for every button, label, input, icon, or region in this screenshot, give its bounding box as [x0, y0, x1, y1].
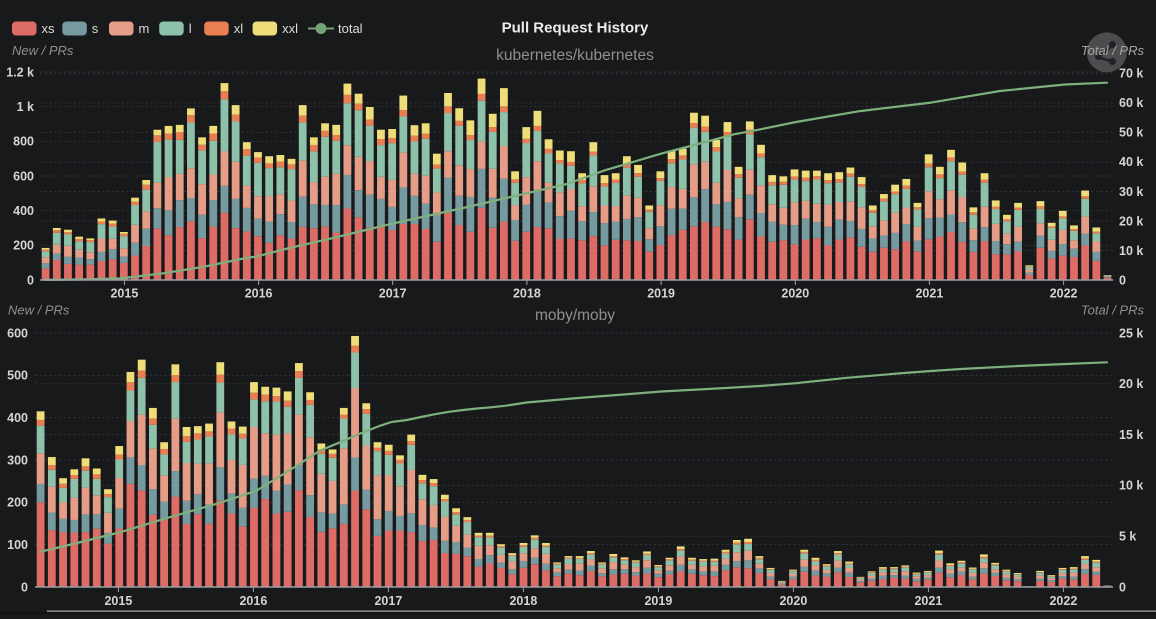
svg-text:400: 400	[13, 204, 34, 218]
svg-text:2018: 2018	[509, 594, 537, 608]
svg-text:2015: 2015	[104, 594, 132, 608]
svg-text:10 k: 10 k	[1119, 479, 1143, 493]
svg-text:New / PRs: New / PRs	[8, 303, 70, 318]
svg-text:Total / PRs: Total / PRs	[1081, 303, 1145, 318]
svg-text:500: 500	[7, 369, 28, 383]
svg-text:moby/moby: moby/moby	[535, 307, 615, 324]
svg-text:40 k: 40 k	[1119, 155, 1143, 169]
svg-text:2015: 2015	[110, 287, 138, 301]
svg-text:2016: 2016	[239, 594, 267, 608]
svg-text:50 k: 50 k	[1119, 126, 1143, 140]
svg-text:2018: 2018	[513, 287, 541, 301]
svg-text:800: 800	[13, 135, 34, 149]
svg-text:m: m	[139, 21, 150, 36]
svg-text:600: 600	[13, 169, 34, 183]
svg-text:0: 0	[1119, 273, 1126, 287]
svg-text:total: total	[338, 21, 363, 36]
svg-text:200: 200	[13, 239, 34, 253]
svg-text:200: 200	[7, 496, 28, 510]
svg-text:xs: xs	[42, 21, 56, 36]
svg-text:2022: 2022	[1049, 594, 1077, 608]
svg-text:60 k: 60 k	[1119, 96, 1143, 110]
svg-text:0: 0	[27, 273, 34, 287]
svg-text:2019: 2019	[644, 594, 672, 608]
svg-text:20 k: 20 k	[1119, 214, 1143, 228]
svg-text:0: 0	[1119, 580, 1126, 594]
svg-text:2017: 2017	[379, 287, 407, 301]
svg-text:2017: 2017	[374, 594, 402, 608]
svg-text:2019: 2019	[647, 287, 675, 301]
svg-text:20 k: 20 k	[1119, 377, 1143, 391]
svg-text:1 k: 1 k	[17, 100, 34, 114]
svg-text:100: 100	[7, 538, 28, 552]
svg-text:xl: xl	[234, 21, 244, 36]
svg-text:kubernetes/kubernetes: kubernetes/kubernetes	[496, 47, 654, 64]
svg-text:30 k: 30 k	[1119, 185, 1143, 199]
svg-text:600: 600	[7, 326, 28, 340]
svg-text:2020: 2020	[781, 287, 809, 301]
svg-text:400: 400	[7, 411, 28, 425]
svg-text:2022: 2022	[1050, 287, 1078, 301]
svg-text:25 k: 25 k	[1119, 326, 1143, 340]
svg-text:1.2 k: 1.2 k	[6, 65, 34, 79]
svg-text:2021: 2021	[914, 594, 942, 608]
svg-text:300: 300	[7, 453, 28, 467]
svg-text:10 k: 10 k	[1119, 244, 1143, 258]
svg-text:Total / PRs: Total / PRs	[1081, 43, 1145, 58]
svg-text:New / PRs: New / PRs	[12, 43, 74, 58]
svg-text:l: l	[189, 21, 192, 36]
svg-text:Pull Request History: Pull Request History	[502, 20, 649, 37]
svg-text:15 k: 15 k	[1119, 428, 1143, 442]
svg-text:70 k: 70 k	[1119, 67, 1143, 81]
svg-text:2016: 2016	[245, 287, 273, 301]
svg-text:s: s	[92, 21, 99, 36]
svg-text:2020: 2020	[779, 594, 807, 608]
svg-text:5 k: 5 k	[1119, 530, 1136, 544]
svg-text:0: 0	[21, 580, 28, 594]
svg-text:2021: 2021	[915, 287, 943, 301]
svg-text:xxl: xxl	[282, 21, 298, 36]
